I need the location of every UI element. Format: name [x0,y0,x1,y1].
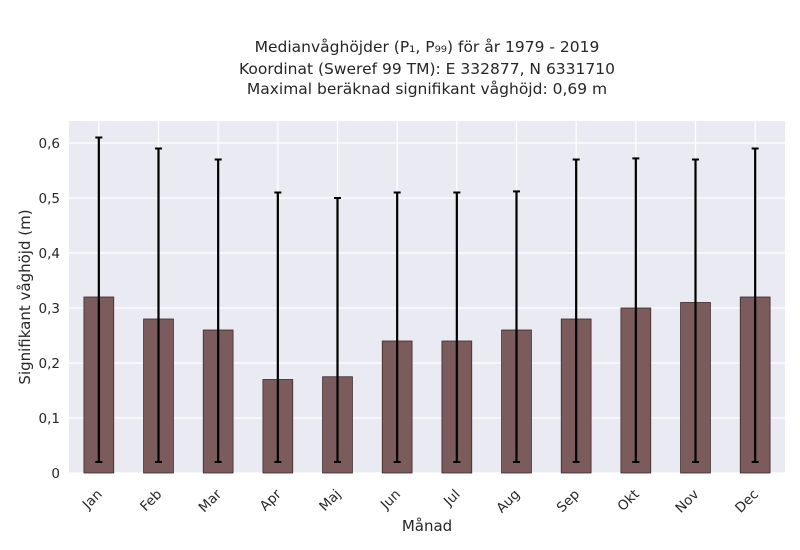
y-tick-label: 0,4 [39,246,60,262]
y-tick-label: 0 [51,466,60,482]
error-bar-feb [155,147,162,463]
chart-title: Medianvåghöjder (P₁, P₉₉) för år 1979 - … [239,38,615,98]
error-bar-jan [95,136,103,463]
chart-title-line-3: Maximal beräknad signifikant våghöjd: 0,… [247,80,607,98]
error-bar-jun [393,191,401,463]
y-tick-label: 0,1 [39,411,60,427]
y-axis-label: Signifikant våghöjd (m) [16,209,34,384]
x-tick-label-aug: Aug [493,487,523,517]
y-tick-label: 0,2 [39,356,60,372]
x-tick-label-jul: Jul [440,487,464,511]
x-tick-label-nov: Nov [672,487,702,517]
y-tick-label: 0,3 [39,301,60,317]
error-bar-nov [692,158,699,463]
error-bar-dec [751,147,759,463]
error-bar-maj [334,197,341,463]
chart-title-line-2: Koordinat (Sweref 99 TM): E 332877, N 63… [239,60,615,78]
x-tick-label-jun: Jun [377,487,404,514]
x-tick-label-jan: Jan [79,487,106,514]
error-bar-mar [214,158,222,463]
x-tick-label-sep: Sep [554,487,583,516]
x-tick-labels: Jan Feb Mar Apr Maj Jun Jul Aug Sep Okt Nov Dec [79,486,762,516]
x-tick-label-mar: Mar [196,486,226,516]
x-tick-label-feb: Feb [137,487,165,515]
x-tick-label-maj: Maj [316,487,344,515]
error-bars [95,136,759,463]
error-bar-sep [572,158,580,463]
error-bar-okt [632,157,640,463]
plot-area [69,121,785,473]
error-bar-jul [453,191,461,463]
x-tick-label-okt: Okt [615,487,643,515]
x-axis-label: Månad [402,517,452,535]
chart-title-line-1: Medianvåghöjder (P₁, P₉₉) för år 1979 - … [255,38,600,56]
x-tick-label-dec: Dec [732,487,762,517]
y-tick-label: 0,5 [39,191,60,207]
error-bar-apr [274,191,282,463]
x-tick-label-apr: Apr [257,486,285,514]
error-bar-aug [513,190,520,463]
y-tick-labels: 0 0,1 0,2 0,3 0,4 0,5 0,6 [39,136,60,482]
y-tick-label: 0,6 [39,136,60,152]
